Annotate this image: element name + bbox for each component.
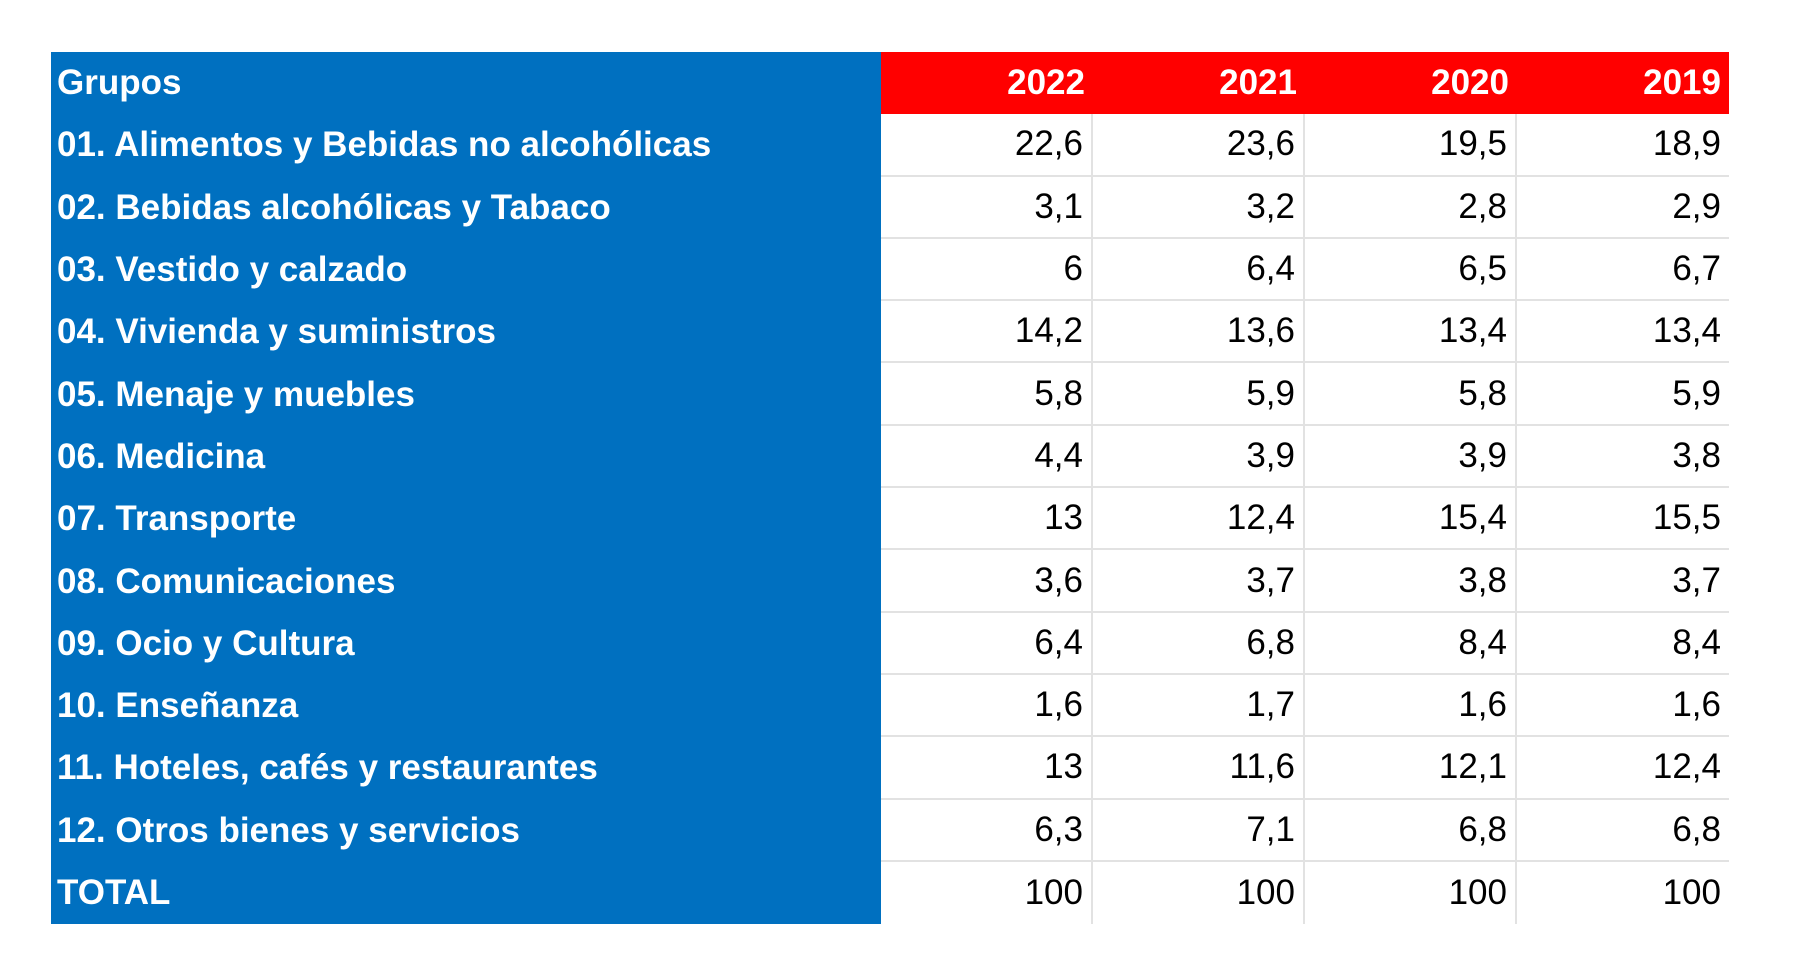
group-label: 10. Enseñanza (51, 674, 881, 738)
value-cell: 6,7 (1517, 239, 1729, 302)
value-cell: 6,3 (881, 799, 1093, 862)
value-cell: 3,8 (1517, 426, 1729, 489)
value-cell: 5,9 (1093, 363, 1305, 426)
value-cell: 4,4 (881, 425, 1093, 489)
value-cell: 18,9 (1517, 114, 1729, 177)
group-label: 09. Ocio y Cultura (51, 612, 881, 675)
value-cell: 1,7 (1093, 674, 1305, 738)
year-header: 2019 (1517, 52, 1729, 115)
value-cell: 3,7 (1517, 550, 1729, 613)
value-cell: 15,5 (1517, 488, 1729, 551)
group-label: 11. Hoteles, cafés y restaurantes (51, 737, 881, 800)
value-cell: 100 (881, 861, 1093, 925)
value-cell: 22,6 (881, 114, 1093, 177)
value-cell: 6,5 (1305, 238, 1517, 302)
group-label: 05. Menaje y muebles (51, 363, 881, 426)
value-cell: 14,2 (881, 301, 1093, 364)
value-cell: 12,1 (1305, 737, 1517, 800)
value-cell: 3,9 (1305, 425, 1517, 489)
value-cell: 6,8 (1305, 799, 1517, 862)
value-cell: 13 (881, 488, 1093, 551)
value-cell: 6,4 (881, 612, 1093, 675)
value-cell: 3,1 (881, 176, 1093, 239)
group-label: TOTAL (51, 861, 881, 925)
value-cell: 3,6 (881, 550, 1093, 613)
value-cell: 8,4 (1305, 612, 1517, 675)
value-cell: 23,6 (1093, 114, 1305, 177)
value-cell: 6 (881, 238, 1093, 302)
value-cell: 13 (881, 737, 1093, 800)
value-cell: 100 (1662, 873, 1721, 912)
value-cell: 3,2 (1093, 176, 1305, 239)
value-cell: 12,4 (1093, 488, 1305, 551)
value-cell: 13,4 (1517, 301, 1729, 364)
value-cell: 5,8 (881, 363, 1093, 426)
value-cell: 5,8 (1305, 363, 1517, 426)
value-cell: 13,6 (1093, 301, 1305, 364)
value-cell: 3,9 (1093, 425, 1305, 489)
value-cell: 100 (1305, 861, 1517, 925)
year-header: 2021 (1093, 52, 1305, 115)
value-cell: 2,8 (1305, 176, 1517, 239)
group-label: 03. Vestido y calzado (51, 238, 881, 302)
value-cell: 12,4 (1517, 737, 1729, 800)
value-cell: 3,7 (1093, 550, 1305, 613)
value-cell: 1,6 (1517, 675, 1729, 738)
value-cell: 6,4 (1093, 238, 1305, 302)
year-header: 2020 (1305, 52, 1517, 115)
value-cell: 8,4 (1517, 613, 1729, 675)
data-table: Grupos 2022 2021 2020 2019 01. Alimentos y Be… (51, 52, 1729, 925)
value-cell: 1,6 (1305, 674, 1517, 738)
group-label: 08. Comunicaciones (51, 550, 881, 613)
value-cell: 15,4 (1305, 488, 1517, 551)
value-cell: 5,9 (1517, 363, 1729, 426)
group-label: 06. Medicina (51, 425, 881, 489)
value-cell: 2,9 (1517, 177, 1729, 239)
value-cell: 7,1 (1093, 799, 1305, 862)
group-label: 12. Otros bienes y servicios (51, 799, 881, 862)
group-label: 02. Bebidas alcohólicas y Tabaco (51, 176, 881, 239)
value-cell: 11,6 (1093, 737, 1305, 800)
value-cell: 6,8 (1517, 800, 1729, 862)
value-cell: 3,8 (1305, 550, 1517, 613)
year-header: 2022 (881, 52, 1093, 115)
value-cell: 6,8 (1093, 612, 1305, 675)
value-cell: 1,6 (881, 674, 1093, 738)
value-cell: 100 (1093, 861, 1305, 925)
value-cell: 19,5 (1305, 114, 1517, 177)
group-label: 04. Vivienda y suministros (51, 301, 881, 364)
header-label: Grupos (51, 52, 881, 115)
group-label: 01. Alimentos y Bebidas no alcohólicas (51, 114, 881, 177)
value-cell: 13,4 (1305, 301, 1517, 364)
group-label: 07. Transporte (51, 488, 881, 551)
